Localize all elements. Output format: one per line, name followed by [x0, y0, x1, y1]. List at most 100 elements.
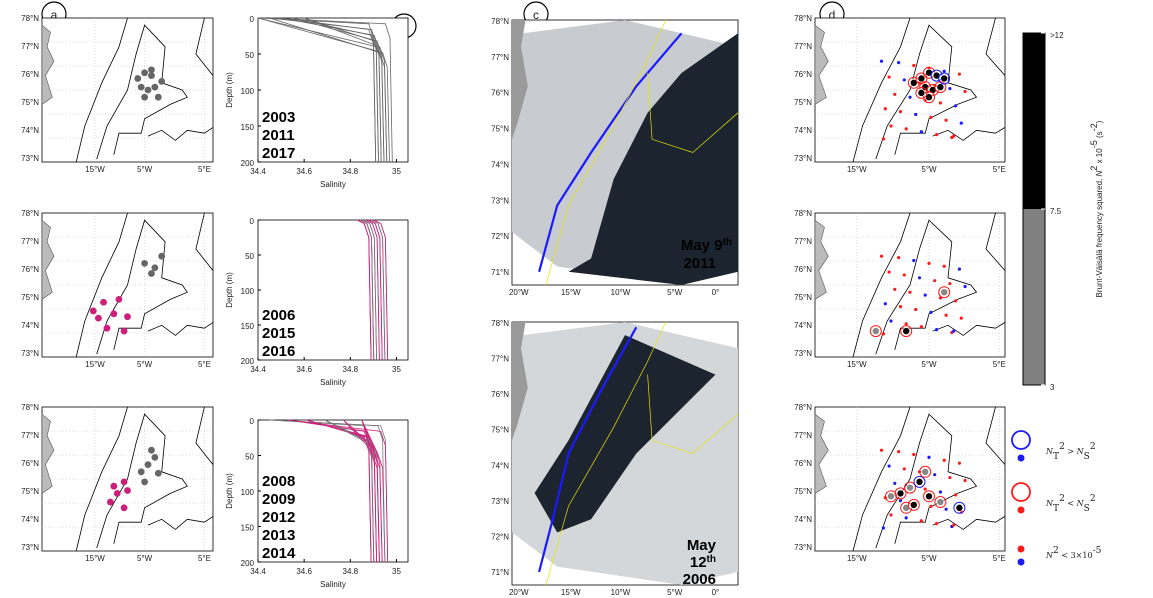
lat-label: 76°N — [21, 265, 39, 274]
small-dot — [889, 319, 893, 323]
station-dot — [151, 83, 159, 91]
small-dot — [942, 69, 946, 73]
lon-label: 0° — [712, 288, 720, 297]
station-dot — [124, 313, 131, 321]
lon-label: 15°W — [847, 165, 867, 174]
station-dot — [110, 310, 118, 318]
legend-ring — [1011, 430, 1031, 450]
lat-label: 74°N — [491, 461, 509, 470]
contour — [875, 413, 978, 549]
coast — [41, 219, 55, 300]
small-dot — [927, 261, 931, 265]
small-dot — [914, 112, 918, 117]
station-dot — [134, 75, 142, 82]
year-label: 2013 — [262, 527, 295, 544]
year-label: 2011 — [262, 127, 295, 144]
text-part: < — [1065, 499, 1077, 508]
station-dot — [141, 69, 149, 77]
x-tick-label: 34.4 — [250, 567, 266, 576]
year-label: 2015 — [262, 325, 295, 342]
text-part: th — [723, 237, 732, 248]
open-water — [568, 33, 738, 285]
small-dot — [929, 310, 933, 314]
text-part: T — [1053, 504, 1059, 514]
ice-edge — [538, 326, 638, 573]
y-tick-label: 50 — [245, 51, 254, 60]
contour — [852, 17, 911, 163]
core — [896, 489, 905, 498]
lat-label: 77°N — [491, 355, 509, 364]
contour — [647, 374, 739, 454]
lat-label: 76°N — [794, 265, 812, 274]
text-part: ) — [1095, 120, 1104, 123]
text-part: 2 — [1089, 166, 1099, 171]
lon-label: 15°W — [85, 360, 105, 369]
coast — [41, 24, 55, 105]
contour — [852, 406, 911, 552]
profile-line — [368, 219, 383, 361]
profile-line — [373, 219, 389, 361]
small-dot — [944, 507, 948, 511]
legend-dot — [1017, 545, 1025, 553]
y-tick-label: 0 — [250, 417, 255, 426]
legend-dot — [1017, 558, 1025, 566]
lat-label: 73°N — [21, 154, 39, 163]
small-dot — [944, 313, 948, 317]
contour — [96, 24, 188, 160]
text-part: S — [1084, 452, 1090, 462]
text-part: < 3×10 — [1059, 551, 1093, 560]
axis-label: Salinity — [320, 580, 346, 589]
year-label: 2014 — [262, 545, 296, 562]
small-dot — [893, 481, 897, 485]
ring — [900, 325, 913, 338]
greenland — [512, 322, 528, 441]
x-tick-label: 35 — [392, 167, 401, 176]
ring — [907, 76, 920, 89]
text-part: 2 — [1090, 494, 1096, 504]
text-part: (s — [1095, 131, 1104, 140]
small-dot — [929, 115, 933, 119]
map — [814, 406, 1006, 552]
small-dot — [904, 127, 908, 131]
contour — [647, 72, 739, 153]
lat-label: 77°N — [21, 431, 39, 440]
lon-label: 15°W — [561, 288, 581, 297]
station-dot — [107, 498, 114, 506]
station-dot — [137, 468, 145, 476]
core — [940, 288, 949, 297]
profile-line — [257, 17, 390, 163]
station-dot — [120, 504, 128, 512]
coast — [814, 24, 829, 105]
station-dot — [151, 264, 159, 272]
ring — [923, 490, 935, 503]
small-dot — [957, 72, 962, 76]
lon-label: 0° — [712, 588, 720, 597]
legend-dot — [1017, 454, 1025, 462]
y-tick-label: 100 — [241, 488, 255, 497]
small-dot — [952, 134, 956, 138]
core — [925, 492, 933, 501]
greenland — [512, 20, 528, 140]
station-dot — [95, 314, 102, 322]
y-tick-label: 100 — [241, 87, 255, 96]
lat-label: 77°N — [491, 53, 509, 62]
profile-line — [304, 17, 382, 163]
lon-label: 20°W — [509, 288, 529, 297]
text-part: > — [1065, 447, 1077, 456]
x-tick-label: 35 — [392, 365, 401, 374]
lat-label: 73°N — [794, 543, 812, 552]
lon-label: 5°W — [137, 360, 153, 369]
x-tick-label: 35 — [392, 567, 401, 576]
lon-label: 15°W — [847, 554, 867, 563]
core — [871, 327, 880, 335]
colorbar-tick-label: 3 — [1050, 383, 1055, 392]
lat-label: 75°N — [491, 125, 509, 134]
ring — [913, 475, 926, 488]
core — [921, 467, 930, 476]
x-tick-label: 34.8 — [343, 567, 359, 576]
colorbar-segment — [1023, 209, 1045, 385]
x-tick-label: 34.6 — [296, 365, 312, 374]
small-dot — [919, 519, 924, 523]
lat-label: 77°N — [794, 237, 812, 246]
y-tick-label: 150 — [241, 123, 255, 132]
